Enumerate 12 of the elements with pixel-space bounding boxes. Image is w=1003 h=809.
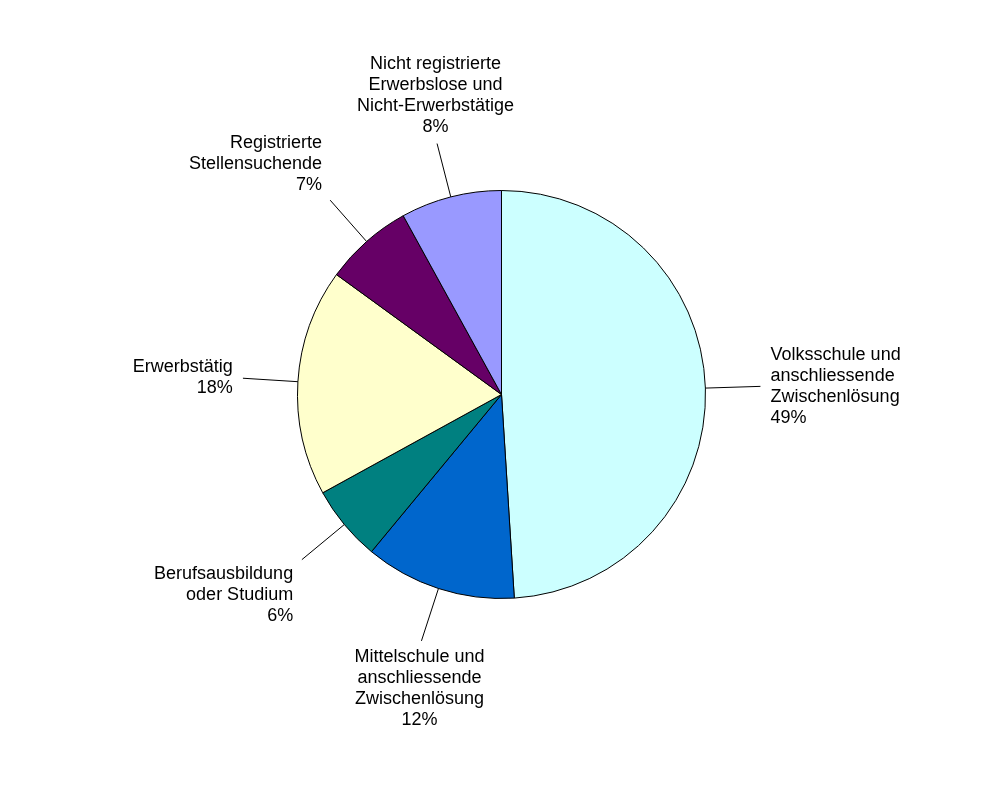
data-label: 18% <box>196 377 233 398</box>
data-label: 49% <box>770 406 807 427</box>
data-label: 6% <box>267 605 294 626</box>
slice-label: Registrierte Stellensuchende <box>189 132 323 174</box>
data-label: 12% <box>401 709 438 730</box>
slice-label: Mittelschule und anschliessende Zwischenlösung <box>354 646 485 709</box>
slice-label: Berufsausbildung oder Studium <box>154 563 294 605</box>
data-label: 7% <box>296 174 323 195</box>
data-label: 8% <box>422 116 449 137</box>
slice-label: Volksschule und anschliessende Zwischenlösung <box>770 343 901 406</box>
slice-label: Nicht registrierte Erwerbslose und Nicht-Erwerbstätige <box>357 53 515 116</box>
slice-label: Erwerbstätig <box>132 356 233 377</box>
